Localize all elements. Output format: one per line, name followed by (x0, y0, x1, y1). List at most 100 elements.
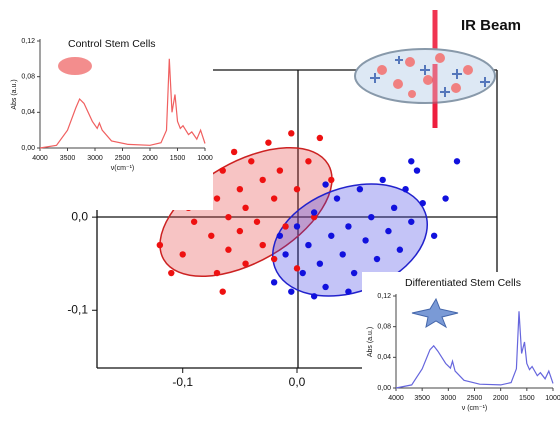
x-tick-label: 1500 (170, 155, 186, 162)
point (168, 269, 175, 277)
point (270, 255, 278, 263)
point (385, 227, 392, 235)
x-tick-label: -0,1 (172, 375, 193, 389)
point (316, 134, 324, 142)
main-layer: -0,1 0,0 0,0 -0,1 (67, 130, 461, 389)
x-tick-label: 4000 (32, 155, 48, 162)
x-tick-label: 1000 (545, 395, 560, 402)
point (328, 176, 335, 184)
point (442, 195, 449, 202)
x-tick-label: 2500 (467, 395, 483, 402)
inset-layer: Control Stem Cells 4000 3500 3000 2500 2000 15… (8, 30, 560, 421)
point (282, 223, 289, 230)
inset-background (8, 30, 213, 210)
point (270, 195, 278, 202)
cell-icon (411, 297, 459, 329)
inset-background (362, 272, 560, 421)
x-tick-label: 3000 (87, 155, 103, 162)
point (419, 199, 426, 207)
point (259, 176, 266, 184)
point (396, 246, 404, 253)
point (322, 283, 329, 291)
point (219, 288, 226, 295)
cells (377, 53, 473, 98)
point (213, 195, 221, 202)
x-tick-label: 3500 (60, 155, 76, 162)
x-tick-label: 2000 (142, 155, 158, 162)
cell-icon (58, 57, 92, 75)
x-tick-label: 2000 (493, 395, 509, 402)
point (305, 241, 312, 249)
point (373, 255, 381, 263)
point (390, 204, 398, 212)
point (179, 251, 186, 258)
point (345, 288, 352, 295)
point (408, 218, 415, 225)
x-axis-label: ν (cm⁻¹) (462, 405, 487, 412)
point (453, 158, 461, 165)
y-tick-label: 0,00 (21, 145, 35, 152)
point (333, 195, 341, 202)
point (299, 269, 306, 277)
point (253, 218, 261, 225)
point (328, 232, 335, 239)
point (276, 167, 284, 174)
point (345, 223, 352, 230)
point (156, 241, 164, 249)
x-tick-label: 2500 (115, 155, 131, 162)
point (322, 181, 329, 188)
x-tick-label: 3000 (441, 395, 457, 402)
x-axis-label: ν(cm⁻¹) (111, 165, 135, 172)
point (356, 186, 364, 193)
annotation: IR Beam (461, 17, 521, 34)
point (408, 158, 415, 165)
point (276, 232, 284, 239)
point (362, 237, 369, 244)
point (242, 204, 249, 212)
x-tick-label: 1500 (519, 395, 535, 402)
inset-title: Differentiated Stem Cells (405, 277, 521, 289)
point (230, 148, 238, 156)
x-tick-label: 1000 (197, 155, 213, 162)
point (236, 186, 244, 193)
point (208, 232, 215, 239)
point (368, 213, 375, 221)
y-tick-label: 0,00 (377, 385, 391, 392)
spectrum-line (39, 58, 206, 149)
y-tick-label: 0,12 (377, 293, 391, 300)
y-tick-label: 0,04 (377, 354, 391, 361)
point (213, 269, 221, 277)
point (402, 186, 409, 193)
x-tick-label: 0,0 (289, 375, 306, 389)
y-tick-label: 0,12 (21, 38, 35, 45)
spectrum-line (395, 311, 554, 389)
point (190, 218, 198, 225)
point (242, 260, 249, 267)
x-tick-label: 3500 (414, 395, 430, 402)
point (379, 176, 386, 184)
y-tick-label: 0,08 (377, 324, 391, 331)
point (339, 251, 346, 258)
point (293, 186, 301, 193)
y-tick-label: 0,04 (21, 109, 35, 116)
point (316, 260, 324, 267)
point (413, 167, 421, 174)
point (225, 213, 232, 221)
point (282, 251, 289, 258)
point (305, 158, 312, 165)
point (310, 293, 318, 300)
point (430, 232, 438, 239)
point (225, 246, 232, 253)
point (293, 265, 301, 272)
dish-illustration (354, 10, 496, 128)
point (310, 213, 318, 221)
point (288, 130, 295, 137)
point (288, 288, 295, 295)
stars (370, 56, 490, 97)
y-tick-label: -0,1 (67, 302, 88, 316)
point (265, 139, 272, 146)
point (293, 223, 301, 230)
point (236, 227, 244, 235)
